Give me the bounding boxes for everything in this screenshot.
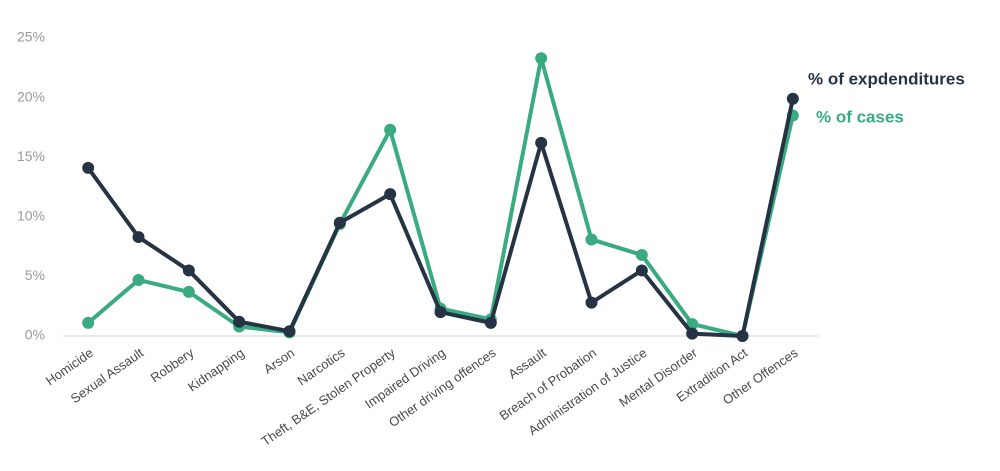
- data-point: [82, 316, 95, 329]
- data-point: [635, 264, 648, 277]
- data-point: [283, 325, 296, 338]
- y-tick-label: 15%: [17, 148, 45, 164]
- data-point: [585, 233, 598, 246]
- legend-label: % of expdenditures: [808, 69, 965, 88]
- y-tick-label: 10%: [17, 208, 45, 224]
- x-tick-label: Assault: [505, 345, 549, 382]
- data-point: [786, 92, 799, 105]
- data-point: [233, 315, 246, 328]
- x-tick-label: Kidnapping: [185, 345, 247, 395]
- data-point: [182, 264, 195, 277]
- data-point: [535, 136, 548, 149]
- data-point: [434, 306, 447, 319]
- data-point: [686, 327, 699, 340]
- data-point: [384, 188, 397, 201]
- series-line: [86, 98, 795, 338]
- data-point: [635, 248, 648, 261]
- data-point: [333, 216, 346, 229]
- data-point: [535, 52, 548, 65]
- data-point: [585, 296, 598, 309]
- y-tick-label: 20%: [17, 88, 45, 104]
- data-point: [182, 285, 195, 298]
- x-tick-label: Arson: [261, 345, 297, 377]
- data-point: [484, 316, 497, 329]
- data-point: [82, 161, 95, 174]
- data-point: [132, 231, 145, 244]
- data-point: [384, 123, 397, 136]
- legend-label: % of cases: [816, 107, 904, 126]
- y-tick-label: 0%: [25, 327, 45, 343]
- y-tick-label: 5%: [25, 267, 45, 283]
- y-tick-label: 25%: [17, 29, 45, 45]
- data-point: [736, 330, 749, 342]
- data-point: [132, 273, 145, 286]
